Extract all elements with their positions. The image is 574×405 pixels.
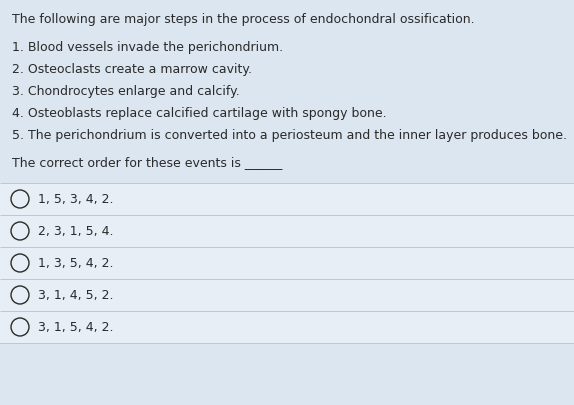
Text: 3, 1, 5, 4, 2.: 3, 1, 5, 4, 2. bbox=[38, 321, 114, 334]
Text: 1, 5, 3, 4, 2.: 1, 5, 3, 4, 2. bbox=[38, 193, 114, 206]
Text: 1. Blood vessels invade the perichondrium.: 1. Blood vessels invade the perichondriu… bbox=[12, 41, 283, 54]
Text: 1, 3, 5, 4, 2.: 1, 3, 5, 4, 2. bbox=[38, 257, 114, 270]
Bar bbox=[0, 183, 574, 343]
Text: 3. Chondrocytes enlarge and calcify.: 3. Chondrocytes enlarge and calcify. bbox=[12, 85, 240, 98]
Text: 2. Osteoclasts create a marrow cavity.: 2. Osteoclasts create a marrow cavity. bbox=[12, 63, 252, 76]
Text: 2, 3, 1, 5, 4.: 2, 3, 1, 5, 4. bbox=[38, 225, 114, 238]
Text: 5. The perichondrium is converted into a periosteum and the inner layer produces: 5. The perichondrium is converted into a… bbox=[12, 129, 567, 142]
Text: 4. Osteoblasts replace calcified cartilage with spongy bone.: 4. Osteoblasts replace calcified cartila… bbox=[12, 107, 387, 120]
Text: 3, 1, 4, 5, 2.: 3, 1, 4, 5, 2. bbox=[38, 289, 114, 302]
Text: The following are major steps in the process of endochondral ossification.: The following are major steps in the pro… bbox=[12, 13, 475, 26]
Text: The correct order for these events is ______: The correct order for these events is __… bbox=[12, 156, 282, 168]
